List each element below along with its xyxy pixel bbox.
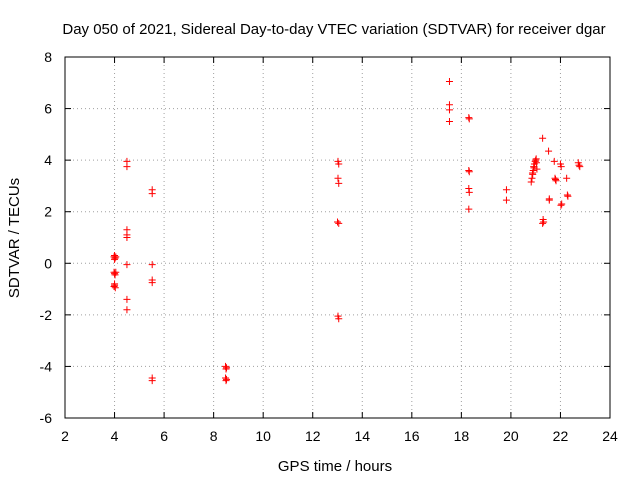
y-tick-label: -2 xyxy=(40,307,53,323)
x-tick-label: 20 xyxy=(503,428,519,444)
data-point xyxy=(465,115,473,123)
data-point xyxy=(335,179,343,187)
y-tick-labels: -6 -4 -2 0 2 4 6 8 xyxy=(40,49,53,426)
x-axis-label: GPS time / hours xyxy=(278,458,392,475)
data-point xyxy=(148,279,156,287)
data-point xyxy=(111,280,119,288)
data-point xyxy=(564,192,572,200)
data-point xyxy=(552,177,560,185)
x-tick-label: 4 xyxy=(111,428,119,444)
x-tick-label: 2 xyxy=(61,428,69,444)
data-point xyxy=(123,295,131,303)
y-tick-label: 4 xyxy=(44,152,52,168)
data-point xyxy=(335,160,343,168)
data-point xyxy=(335,219,343,227)
y-tick-label: -6 xyxy=(40,410,53,426)
data-point xyxy=(527,178,535,186)
data-point xyxy=(575,161,583,169)
chart-title: Day 050 of 2021, Sidereal Day-to-day VTE… xyxy=(62,21,605,38)
y-tick-label: -4 xyxy=(40,358,53,374)
data-point xyxy=(530,164,538,172)
data-point xyxy=(502,186,510,194)
data-point xyxy=(335,315,343,323)
data-point xyxy=(528,169,536,177)
data-point xyxy=(532,159,540,167)
data-point xyxy=(111,270,119,278)
x-tick-label: 12 xyxy=(305,428,321,444)
x-tick-label: 18 xyxy=(454,428,470,444)
data-point xyxy=(445,117,453,125)
data-point xyxy=(465,188,473,196)
x-tick-label: 10 xyxy=(255,428,271,444)
data-point xyxy=(123,234,131,241)
data-point xyxy=(123,261,131,269)
data-point xyxy=(550,157,558,165)
data-point xyxy=(123,163,131,171)
x-tick-label: 6 xyxy=(160,428,168,444)
data-point xyxy=(563,174,571,182)
data-point xyxy=(148,377,156,385)
plot-frame xyxy=(64,56,611,419)
y-tick-label: 6 xyxy=(44,101,52,117)
data-point xyxy=(545,196,553,204)
data-point xyxy=(558,200,566,208)
data-point xyxy=(465,168,473,176)
x-tick-label: 24 xyxy=(602,428,618,444)
data-point xyxy=(222,365,230,373)
data-point xyxy=(445,106,453,114)
data-point xyxy=(545,147,553,155)
x-tick-label: 14 xyxy=(354,428,370,444)
data-point xyxy=(112,268,120,276)
data-point xyxy=(148,190,156,198)
data-point xyxy=(557,201,565,209)
y-tick-label: 8 xyxy=(44,49,52,65)
data-point xyxy=(334,218,341,226)
x-tick-label: 16 xyxy=(404,428,420,444)
data-point xyxy=(111,284,119,292)
y-axis-label: SDTVAR / TECUs xyxy=(6,178,23,298)
data-point xyxy=(123,306,131,314)
data-point xyxy=(445,77,453,85)
data-point xyxy=(539,219,547,227)
data-point xyxy=(465,205,473,213)
data-point xyxy=(533,165,541,173)
x-tick-labels: 2 4 6 8 10 12 14 16 18 20 22 24 xyxy=(61,428,618,444)
y-tick-label: 2 xyxy=(44,204,52,220)
data-point xyxy=(576,163,584,171)
data-point xyxy=(112,253,120,261)
data-point xyxy=(540,218,548,226)
x-tick-label: 8 xyxy=(210,428,218,444)
data-point xyxy=(148,261,156,269)
data-point xyxy=(334,174,342,182)
data-point xyxy=(502,196,510,204)
data-point xyxy=(222,377,230,385)
data-point xyxy=(539,134,547,142)
x-tick-label: 22 xyxy=(553,428,569,444)
data-point xyxy=(557,163,565,171)
data-points xyxy=(110,77,584,385)
y-tick-label: 0 xyxy=(44,255,52,271)
